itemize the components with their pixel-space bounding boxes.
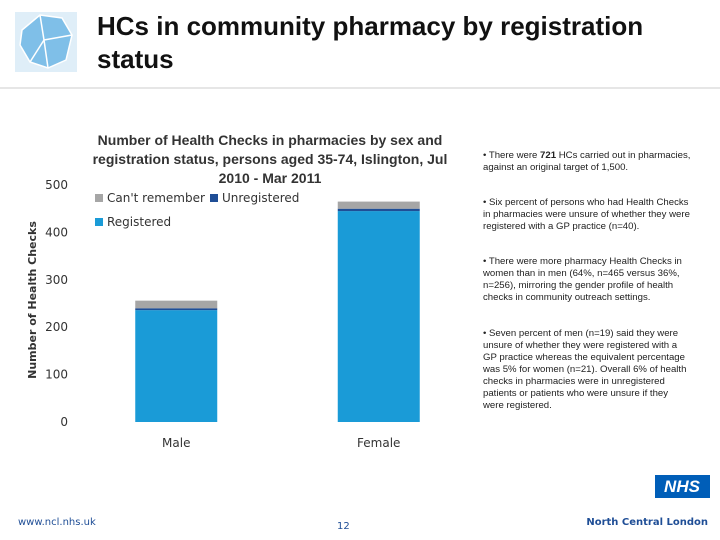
page-number: 12: [337, 521, 350, 532]
bar-segment: [135, 310, 218, 422]
legend-swatch: [95, 218, 103, 226]
nhs-logo-text: NHS: [664, 477, 701, 496]
bullet-text: HCs carried out in pharmacies, against a…: [483, 150, 691, 173]
y-tick-label: 200: [45, 320, 68, 334]
slide-title: HCs in community pharmacy by registratio…: [97, 11, 644, 74]
map-icon: [19, 14, 73, 69]
bullet-text: • Seven percent of men (n=19) said they …: [483, 328, 687, 411]
bar-segment: [337, 201, 420, 209]
y-tick-label: 500: [45, 178, 68, 192]
y-tick-label: 300: [45, 273, 68, 287]
bar-segment: [135, 308, 218, 311]
bullet: • Seven percent of men (n=19) said they …: [483, 328, 691, 412]
bullet-bold: 721: [540, 150, 557, 161]
x-tick-label: Male: [162, 436, 190, 450]
legend-label: Can't remember: [107, 191, 205, 205]
bar-segment: [337, 211, 420, 422]
x-tick-label: Female: [357, 436, 400, 450]
nhs-logo: [655, 475, 710, 498]
y-tick-label: 0: [60, 415, 68, 429]
legend-label: Unregistered: [222, 191, 299, 205]
chart-title: Number of Health Checks in pharmacies by…: [92, 132, 448, 186]
bullet: • There were more pharmacy Health Checks…: [483, 256, 691, 304]
legend-swatch: [210, 194, 218, 202]
y-axis-label: Number of Health Checks: [26, 221, 39, 379]
bullet: • There were 721 HCs carried out in phar…: [483, 150, 691, 174]
bullet-text: • There were: [483, 150, 541, 161]
map-borders: [29, 14, 73, 69]
footer-url: www.ncl.nhs.uk: [18, 517, 96, 528]
bar-segment: [337, 208, 420, 212]
bar-segment: [135, 300, 218, 309]
bullet-text: • Six percent of persons who had Health …: [483, 197, 690, 232]
y-tick-label: 400: [45, 225, 68, 239]
footer-org: North Central London: [586, 517, 708, 528]
legend-label: Registered: [107, 215, 171, 229]
legend-swatch: [95, 194, 103, 202]
bullet: • Six percent of persons who had Health …: [483, 197, 691, 233]
bullet-text: • There were more pharmacy Health Checks…: [483, 256, 682, 303]
y-tick-label: 100: [45, 368, 68, 382]
